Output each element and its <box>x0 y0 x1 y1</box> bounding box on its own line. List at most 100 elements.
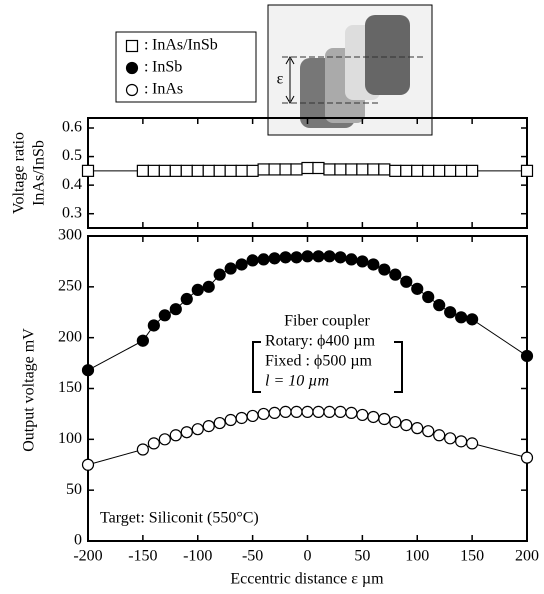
y-tick-label: 0 <box>74 532 82 549</box>
marker <box>422 290 435 304</box>
marker <box>125 39 139 53</box>
marker <box>268 406 281 419</box>
marker <box>301 250 314 263</box>
marker <box>235 258 248 271</box>
y-tick-label: 300 <box>58 227 82 244</box>
marker <box>158 309 171 322</box>
marker <box>268 252 281 265</box>
annotation: Target: Siliconit (550°C) <box>100 510 259 527</box>
marker <box>444 432 457 445</box>
x-tick-label: -100 <box>183 548 212 565</box>
marker <box>246 254 259 267</box>
y-tick-label: 0.5 <box>62 147 82 164</box>
legend-frame <box>115 31 257 103</box>
marker <box>202 164 215 177</box>
legend: : InAs/InSb: InSb: InAs <box>125 37 218 98</box>
marker <box>389 415 402 429</box>
x-tick-label: 200 <box>515 548 539 565</box>
marker <box>235 164 248 177</box>
legend-label: InAs <box>152 81 183 98</box>
marker <box>455 311 468 324</box>
marker <box>136 334 149 347</box>
marker <box>334 251 347 264</box>
marker <box>323 163 336 176</box>
marker <box>356 255 369 268</box>
marker <box>301 405 314 418</box>
legend-separator: : <box>144 59 148 76</box>
marker <box>158 164 171 177</box>
marker <box>378 263 391 276</box>
marker <box>257 163 270 176</box>
marker <box>323 405 336 418</box>
marker <box>411 282 424 295</box>
marker <box>279 405 292 418</box>
legend-separator: : <box>144 37 148 54</box>
x-tick-label: 150 <box>460 548 484 565</box>
marker <box>345 163 358 176</box>
marker <box>158 433 171 446</box>
marker <box>290 251 303 264</box>
marker <box>213 416 226 430</box>
marker <box>433 429 446 442</box>
marker <box>279 163 292 176</box>
marker <box>169 164 182 177</box>
marker <box>389 268 402 281</box>
marker <box>520 349 534 363</box>
annotation: Fixed : ϕ500 µm <box>265 353 373 370</box>
marker <box>301 161 314 175</box>
marker <box>422 425 435 438</box>
x-tick-label: 0 <box>304 548 312 565</box>
x-tick-label: -50 <box>242 548 263 565</box>
marker <box>257 253 270 266</box>
annotation: Rotary: ϕ400 µm <box>265 333 376 350</box>
marker <box>81 458 95 471</box>
marker <box>147 164 160 177</box>
x-tick-label: 100 <box>405 548 429 565</box>
y-axis-label: Voltage ratio <box>11 132 28 214</box>
y-axis-label: InAs/InSb <box>31 140 48 206</box>
marker <box>367 258 380 271</box>
annotation: Fiber coupler <box>284 313 370 330</box>
marker <box>400 419 413 432</box>
marker <box>202 420 215 433</box>
marker <box>125 61 139 75</box>
marker <box>136 164 149 177</box>
marker <box>213 164 226 177</box>
y-tick-label: 0.3 <box>62 204 82 221</box>
marker <box>224 262 237 275</box>
y-tick-label: 200 <box>58 328 82 345</box>
marker <box>81 164 95 177</box>
legend-label: InSb <box>152 59 182 76</box>
marker <box>246 409 259 423</box>
marker <box>334 405 347 418</box>
marker <box>466 437 479 450</box>
marker <box>147 437 160 450</box>
marker <box>136 443 149 456</box>
marker <box>378 412 391 426</box>
marker <box>345 253 358 266</box>
marker <box>444 164 457 177</box>
y-tick-label: 250 <box>58 278 82 295</box>
marker <box>520 451 534 464</box>
marker <box>224 413 237 427</box>
x-tick-label: 50 <box>354 548 370 565</box>
marker <box>466 164 479 177</box>
y-tick-label: 0.6 <box>62 119 82 136</box>
marker <box>433 164 446 177</box>
marker <box>345 406 358 419</box>
marker <box>180 426 193 439</box>
marker <box>180 292 193 306</box>
x-tick-label: -150 <box>128 548 157 565</box>
marker <box>290 405 303 418</box>
marker <box>224 164 237 177</box>
marker <box>202 280 215 293</box>
marker <box>444 306 457 319</box>
marker <box>246 164 259 177</box>
marker <box>81 364 95 377</box>
inset-label: ε <box>277 71 284 88</box>
marker <box>323 250 336 263</box>
marker <box>378 163 391 176</box>
marker <box>334 163 347 176</box>
y-tick-label: 0.4 <box>62 176 82 193</box>
